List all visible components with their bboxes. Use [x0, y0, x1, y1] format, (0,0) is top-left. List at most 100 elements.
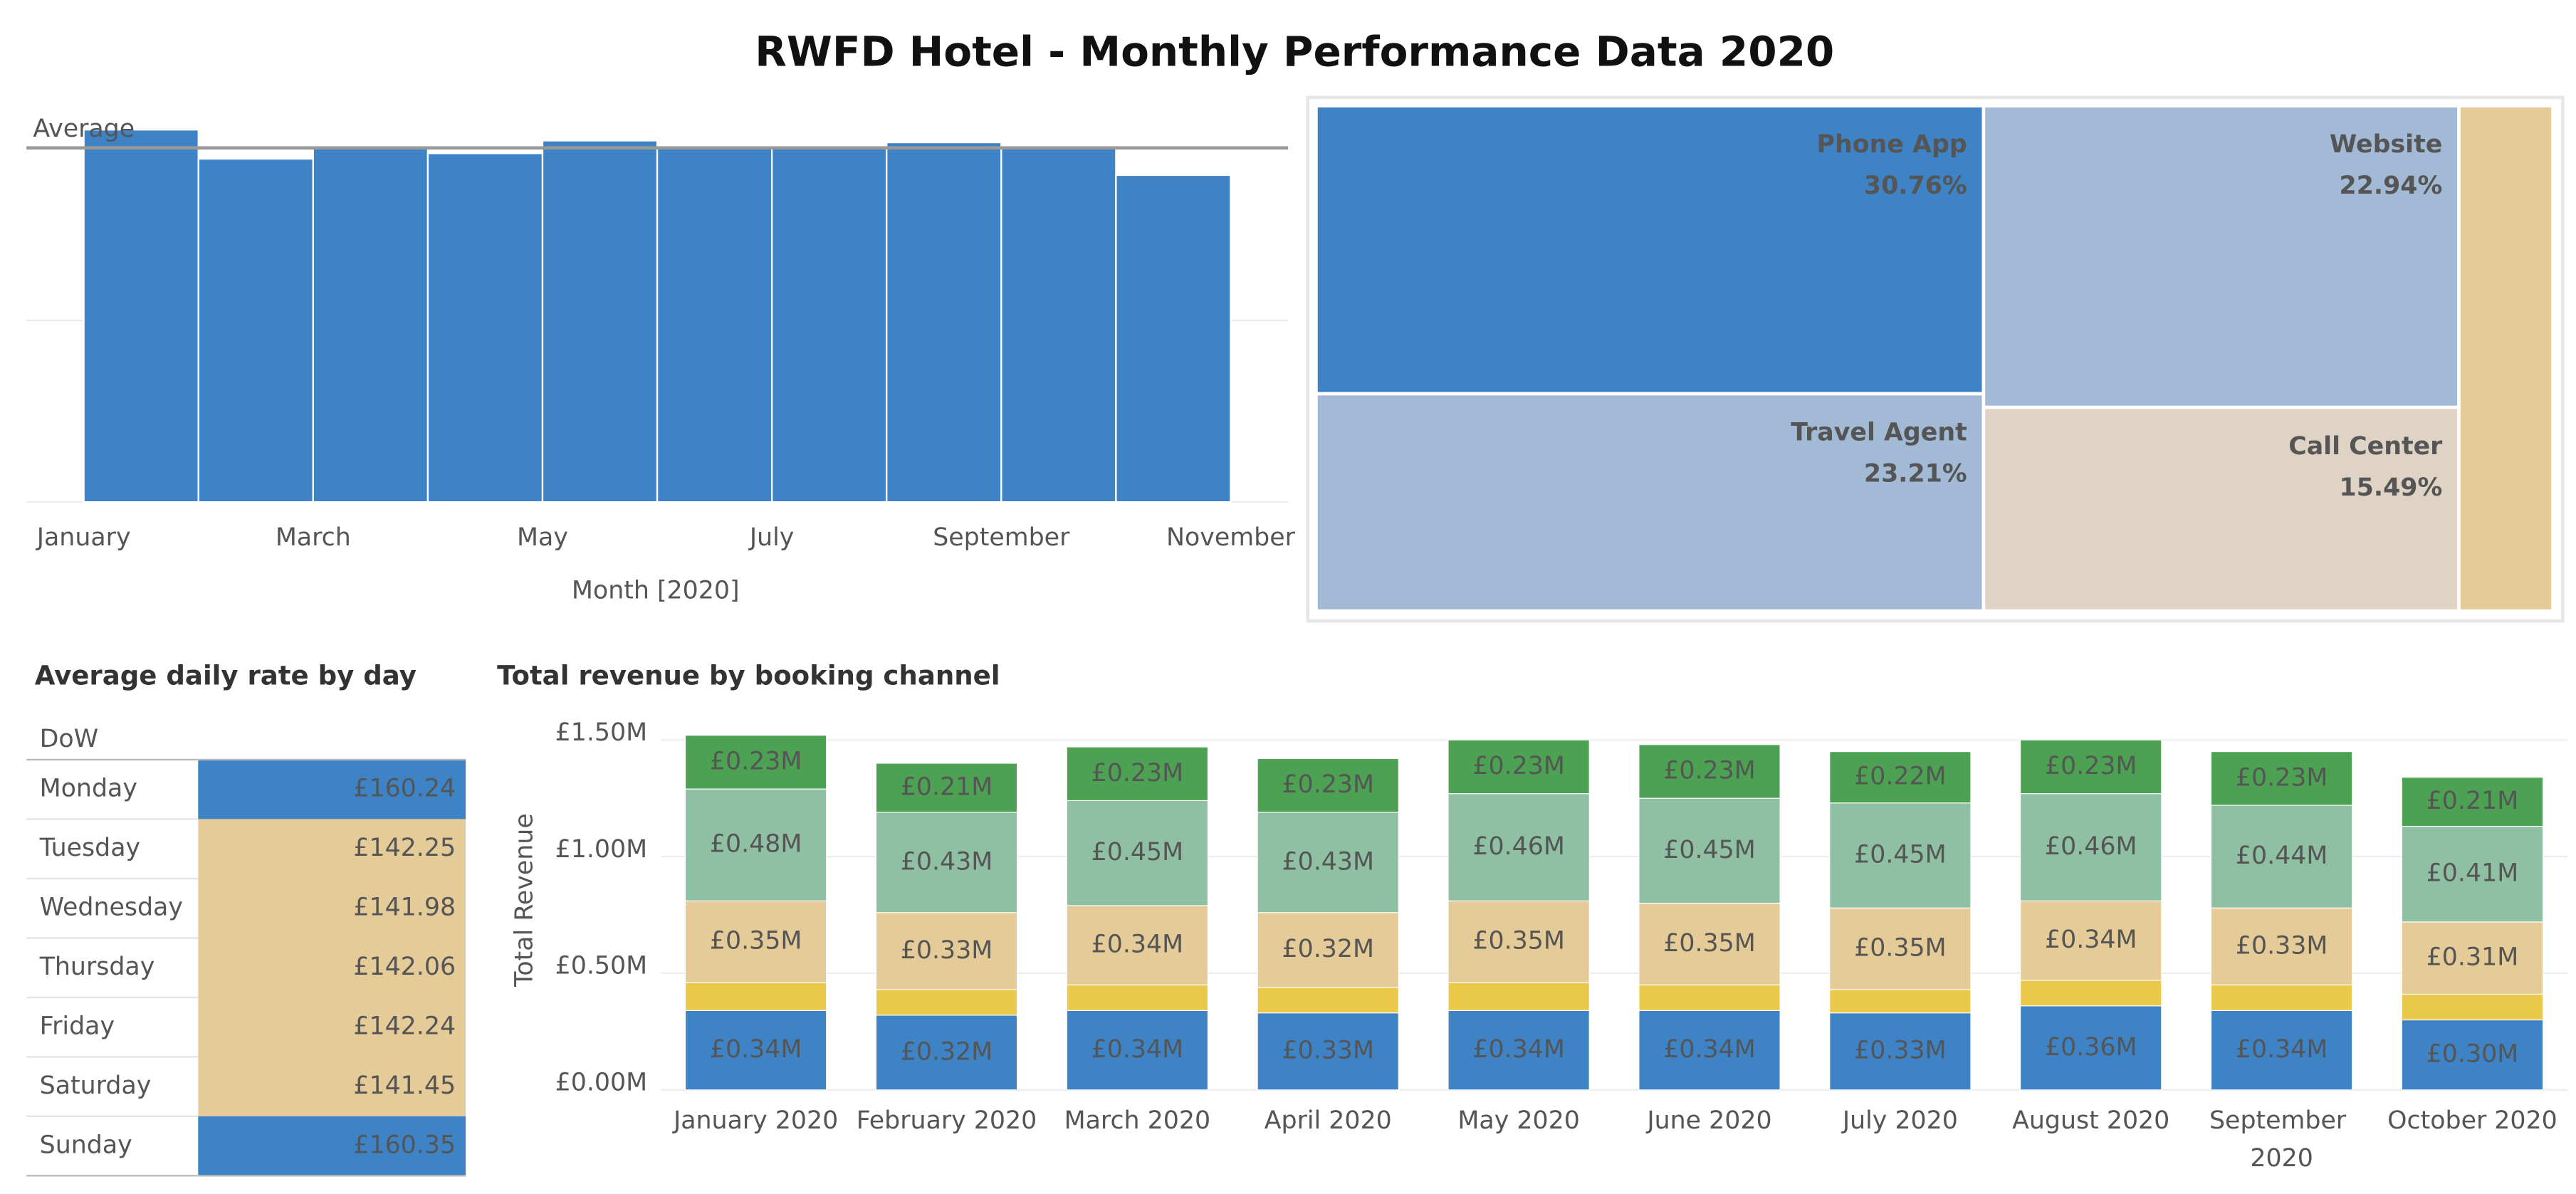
bar-segment — [1447, 1010, 1590, 1091]
bar-segment — [2210, 751, 2353, 806]
bar-segment — [1257, 812, 1399, 913]
bar-segment — [1257, 912, 1399, 988]
x-tick-label: May — [517, 523, 568, 552]
bar-segment — [1257, 1012, 1399, 1091]
cell-label: Travel Agent — [1791, 419, 1967, 447]
bar-segment — [875, 989, 1018, 1016]
bar-segment — [1638, 1010, 1781, 1091]
segment-label: £0.31M — [2426, 943, 2519, 972]
segment-label: £0.23M — [1663, 757, 1756, 785]
segment-label: £0.23M — [1472, 752, 1565, 780]
bar-segment — [1829, 907, 1972, 990]
bar — [1000, 147, 1117, 503]
segment-label: £0.41M — [2426, 859, 2519, 888]
x-axis-title: Month [2020] — [572, 576, 740, 604]
segment-label: £0.34M — [710, 1035, 802, 1064]
segment-label: £0.33M — [2236, 931, 2328, 960]
bar-segment — [2210, 984, 2353, 1011]
day-label: Saturday — [40, 1072, 152, 1100]
bar-segment — [1638, 903, 1781, 985]
bar-segment — [1257, 987, 1399, 1014]
segment-label: £0.34M — [2236, 1035, 2328, 1064]
bar-segment — [1066, 905, 1209, 985]
x-tick-label: October 2020 — [2387, 1106, 2557, 1135]
rate-label: £142.25 — [353, 834, 456, 862]
x-tick-label: July 2020 — [1841, 1106, 1958, 1135]
segment-label: £0.23M — [1282, 770, 1374, 799]
bar-segment — [2401, 825, 2544, 923]
dashboard-title: RWFD Hotel - Monthly Performance Data 20… — [755, 28, 1834, 76]
day-label: Monday — [40, 775, 137, 803]
segment-label: £0.35M — [1854, 934, 1947, 963]
bar-segment — [875, 763, 1018, 813]
x-tick-label: July — [748, 523, 795, 552]
segment-label: £0.45M — [1854, 840, 1947, 869]
cell-value: 23.21% — [1864, 460, 1967, 488]
label-line: 2020 — [2250, 1144, 2313, 1173]
rate-cell — [198, 878, 466, 938]
bar-segment — [2401, 777, 2544, 827]
rate-cell — [198, 938, 466, 997]
segment-label: £0.43M — [901, 847, 993, 876]
treemap-cell — [1314, 392, 1986, 613]
bar-segment — [1829, 1012, 1972, 1091]
segment-label: £0.45M — [1091, 838, 1184, 866]
segment-label: £0.35M — [710, 927, 802, 955]
treemap-cell — [1981, 104, 2461, 409]
bar-segment — [1447, 793, 1590, 901]
rate-label: £141.45 — [353, 1072, 456, 1100]
bar-segment — [2020, 739, 2162, 795]
cell-label: Phone App — [1817, 130, 1967, 159]
bar-segment — [1066, 984, 1209, 1011]
day-label: Tuesday — [39, 834, 140, 862]
bar-segment — [1447, 900, 1590, 983]
treemap-cell — [2457, 104, 2555, 613]
bar-segment — [684, 982, 827, 1011]
bar — [770, 145, 888, 503]
bar-segment — [2210, 805, 2353, 908]
label-line: September — [2209, 1106, 2354, 1135]
bar — [656, 145, 773, 503]
segment-label: £0.23M — [2236, 763, 2328, 792]
treemap-frame — [1306, 95, 2565, 623]
segment-label: £0.43M — [1282, 847, 1374, 876]
cell-value: 30.76% — [1864, 172, 1967, 200]
x-tick-label: March 2020 — [1064, 1106, 1211, 1135]
bar-segment — [1447, 982, 1590, 1011]
y-tick-label: £0.00M — [555, 1069, 648, 1097]
x-tick-label: April 2020 — [1265, 1106, 1392, 1135]
rate-label: £142.06 — [353, 953, 456, 981]
x-tick-label: January 2020 — [672, 1106, 838, 1135]
segment-label: £0.23M — [710, 747, 802, 775]
segment-label: £0.36M — [2045, 1033, 2137, 1062]
bar-segment — [2020, 793, 2162, 901]
segment-label: £0.21M — [2426, 787, 2519, 815]
segment-label: £0.21M — [901, 773, 993, 801]
x-tick-label: September — [933, 523, 1070, 552]
rate-label: £160.24 — [353, 775, 456, 803]
x-tick-label: February 2020 — [857, 1106, 1037, 1135]
bar — [426, 152, 544, 503]
bar-segment — [1829, 751, 1972, 804]
segment-label: £0.34M — [1091, 1035, 1184, 1064]
y-axis-title: Total Revenue — [511, 813, 539, 988]
chart-title: Total revenue by booking channel — [497, 660, 1000, 691]
bar-segment — [1066, 1010, 1209, 1091]
bar-segment — [684, 1010, 827, 1091]
segment-label: £0.35M — [1472, 927, 1565, 955]
rate-cell — [198, 997, 466, 1057]
rate-label: £142.24 — [353, 1012, 456, 1041]
segment-label: £0.46M — [2045, 832, 2137, 861]
segment-label: £0.34M — [1663, 1035, 1756, 1064]
bar-segment — [2210, 907, 2353, 985]
day-label: Friday — [40, 1012, 115, 1041]
bar — [541, 140, 659, 503]
y-tick-label: £1.50M — [555, 718, 648, 747]
bar-segment — [2401, 1019, 2544, 1091]
segment-label: £0.46M — [1472, 832, 1565, 861]
segment-label: £0.34M — [1091, 931, 1184, 959]
x-tick-label: November — [1166, 523, 1296, 552]
bar-segment — [1066, 800, 1209, 906]
